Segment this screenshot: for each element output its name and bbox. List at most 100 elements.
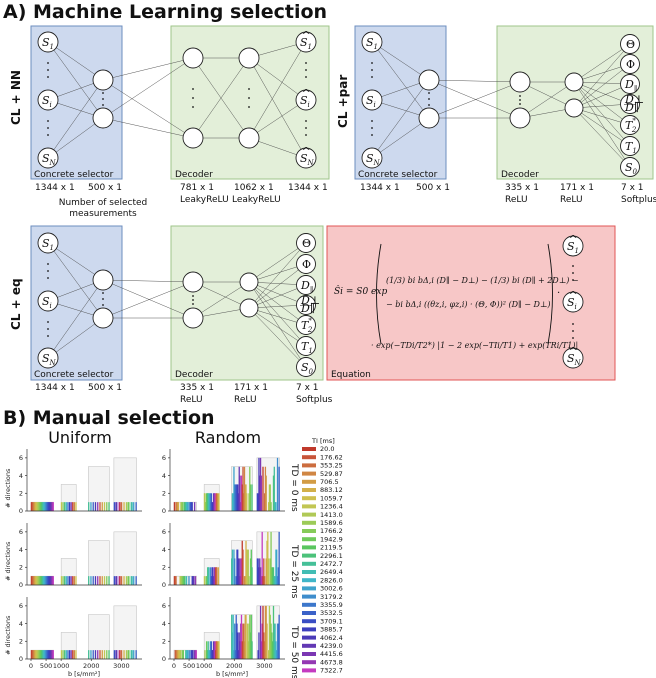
bar — [92, 502, 94, 511]
bar — [194, 576, 197, 585]
bar — [39, 576, 41, 585]
cl-eq-size-hidden2: 171 x 1 — [234, 383, 268, 393]
cl-nn-size-output: 1344 x 1 — [288, 183, 328, 193]
ellipsis-dot — [47, 120, 49, 122]
bar — [237, 632, 239, 659]
legend-label: 2826.0 — [320, 576, 343, 584]
bar — [241, 641, 243, 659]
edge — [248, 242, 307, 309]
bar — [249, 466, 251, 511]
edge — [248, 281, 307, 326]
bar — [125, 502, 128, 511]
bar — [33, 650, 35, 659]
bar — [181, 502, 183, 511]
bar — [62, 502, 64, 511]
bar — [245, 540, 247, 585]
legend-label: 7322.7 — [320, 667, 343, 675]
ellipsis-dot — [519, 95, 521, 97]
bar — [36, 502, 38, 511]
bar — [34, 650, 36, 659]
bar — [237, 549, 239, 585]
bar-panel: 0 2 4 6 — [162, 523, 285, 589]
bar — [115, 576, 117, 585]
reconstructed-node — [562, 235, 584, 257]
bar — [99, 576, 101, 585]
edge — [47, 242, 104, 281]
bar — [44, 650, 46, 659]
bar — [39, 502, 41, 511]
ylabel-row1: # directions — [4, 468, 12, 508]
bar — [278, 614, 280, 659]
edge — [573, 81, 631, 105]
bar — [278, 531, 280, 585]
edge — [248, 281, 307, 368]
cl-par-size-hidden1: 335 x 1 — [505, 183, 539, 193]
bar — [231, 558, 233, 585]
bar — [239, 576, 241, 585]
edge — [573, 63, 631, 109]
bar — [119, 502, 121, 511]
bar — [181, 576, 183, 585]
ellipsis-dot — [371, 127, 373, 129]
edge — [192, 281, 250, 319]
hidden-node — [182, 47, 204, 69]
input-node — [361, 31, 383, 53]
bar — [275, 549, 277, 585]
bar — [231, 549, 234, 585]
param-node — [296, 233, 316, 253]
legend-label: 706.5 — [320, 478, 339, 486]
edge — [102, 79, 194, 139]
bar — [34, 502, 36, 511]
legend-label: 1236.4 — [320, 503, 343, 511]
bar — [232, 614, 234, 659]
bar — [128, 576, 130, 585]
legend-label: 3002.6 — [320, 585, 343, 593]
selected-node — [92, 107, 114, 129]
hidden-node — [239, 272, 259, 292]
hat-mark: ^ — [569, 233, 578, 246]
bar — [217, 493, 219, 511]
bar — [267, 650, 270, 659]
y-tick-label: 6 — [162, 528, 166, 536]
bar — [42, 502, 45, 511]
ellipsis-dot — [572, 323, 574, 325]
bar — [34, 650, 37, 659]
bar — [75, 650, 77, 659]
bar — [120, 502, 123, 511]
cl-nn-size-input: 1344 x 1 — [35, 183, 75, 193]
bar — [211, 502, 214, 511]
bar — [50, 502, 52, 511]
bar — [195, 650, 197, 659]
cl-nn-size-selected: 500 x 1 — [88, 183, 122, 193]
legend-swatch — [302, 578, 316, 583]
edge — [248, 263, 307, 283]
bar — [32, 576, 34, 585]
bar — [237, 484, 239, 511]
section-a-title: A) Machine Learning selection — [3, 1, 327, 23]
ellipsis-dot — [192, 299, 194, 301]
cl-eq-selector-label: Concrete selector — [34, 370, 114, 380]
hidden-node — [238, 47, 260, 69]
bar — [42, 576, 44, 585]
bar — [186, 502, 189, 511]
legend-label: 2472.7 — [320, 560, 343, 568]
bar — [125, 576, 128, 585]
bar — [73, 650, 76, 659]
bar — [123, 650, 125, 659]
param-node — [620, 157, 640, 177]
bar — [240, 558, 243, 585]
ellipsis-dot — [102, 304, 104, 306]
bar — [133, 650, 135, 659]
legend-swatch — [302, 660, 316, 665]
bar — [123, 576, 125, 585]
ellipsis-dot — [572, 337, 574, 339]
equation-paren-left — [376, 243, 382, 345]
bar — [116, 576, 118, 585]
ylabel-row3: # directions — [4, 615, 12, 655]
bar-panel: 0 2 4 6 — [19, 449, 142, 515]
bar — [240, 623, 242, 659]
bar — [267, 502, 270, 511]
bar — [190, 650, 193, 659]
